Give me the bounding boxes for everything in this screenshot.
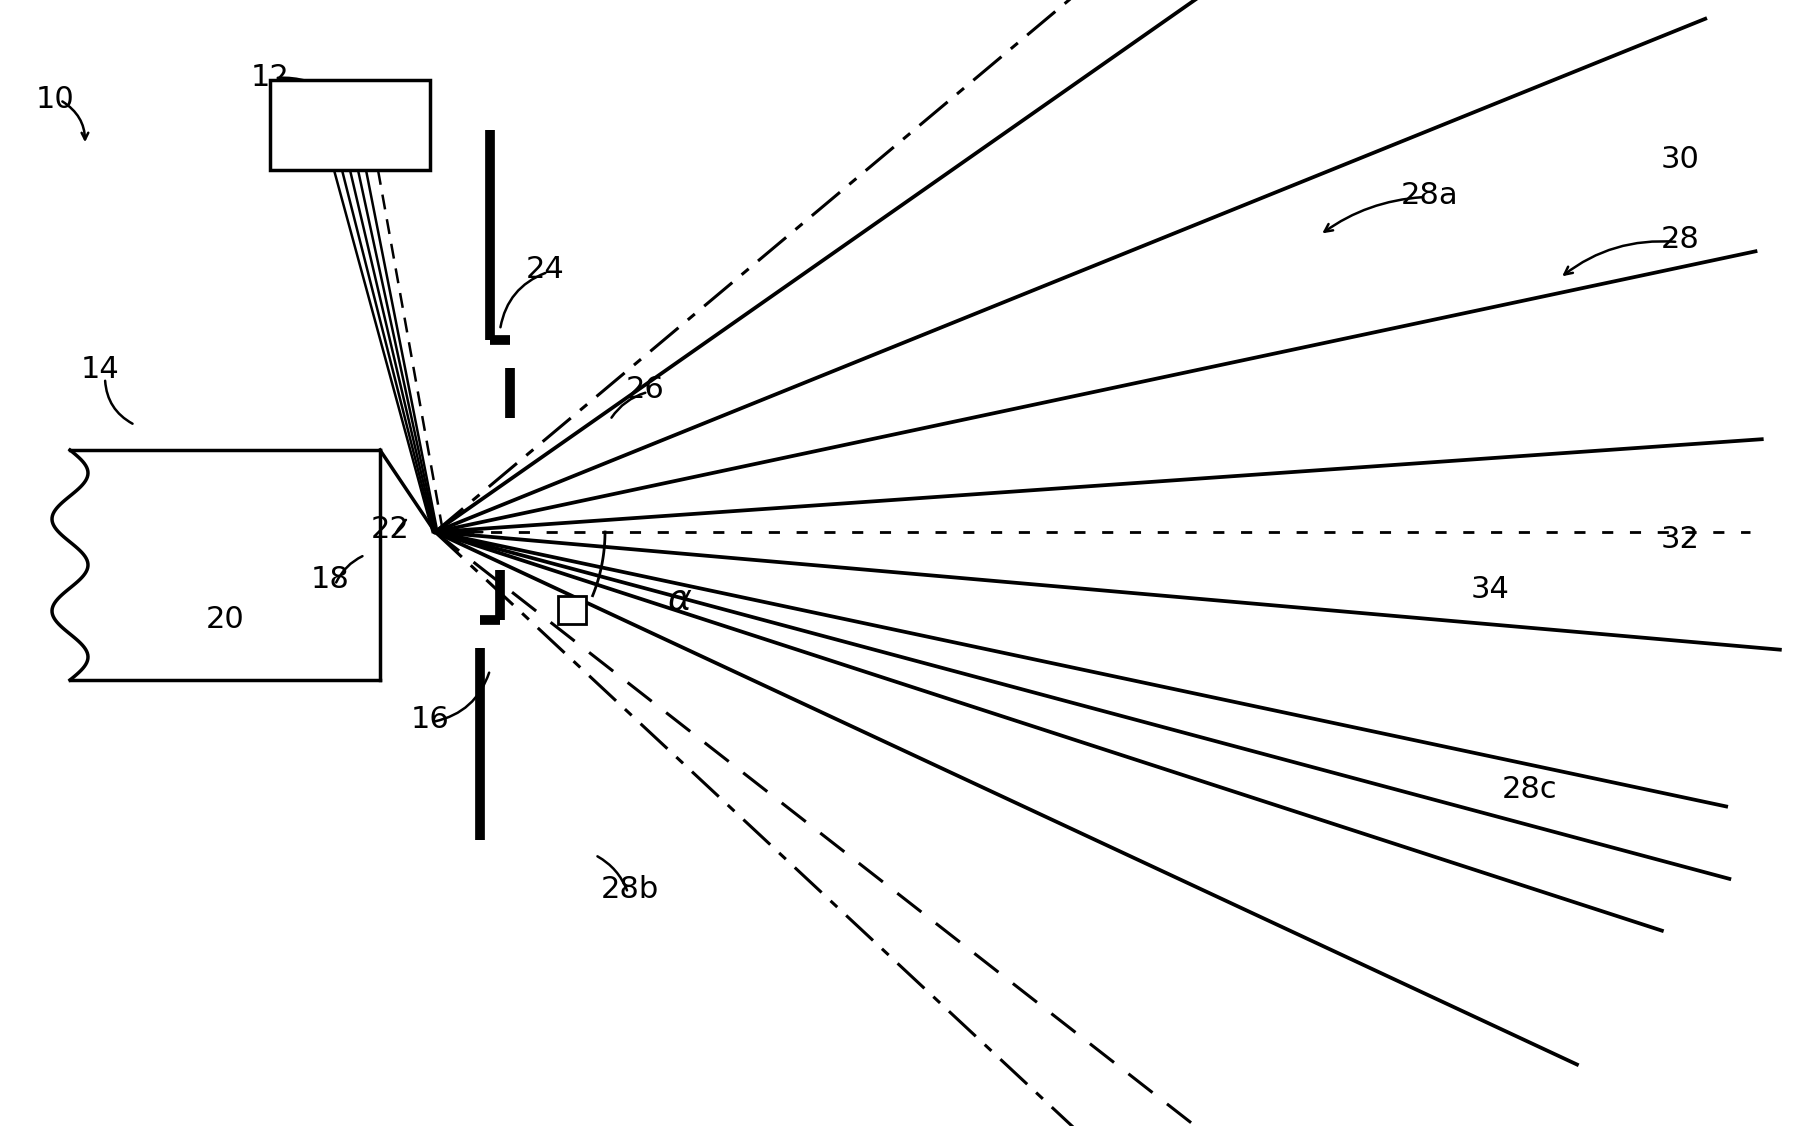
Text: 34: 34 bbox=[1471, 575, 1509, 605]
Text: 28b: 28b bbox=[601, 876, 659, 904]
Bar bbox=[270, 80, 429, 170]
Text: 26: 26 bbox=[625, 375, 665, 404]
Text: 16: 16 bbox=[411, 706, 449, 734]
Text: 32: 32 bbox=[1661, 526, 1699, 554]
Text: 12: 12 bbox=[250, 63, 290, 92]
Text: 14: 14 bbox=[81, 356, 120, 384]
Text: 18: 18 bbox=[310, 565, 350, 595]
Text: 24: 24 bbox=[525, 256, 565, 285]
Text: 20: 20 bbox=[206, 606, 244, 634]
Text: 28: 28 bbox=[1661, 225, 1699, 254]
Text: 28a: 28a bbox=[1402, 180, 1460, 209]
Text: 22: 22 bbox=[371, 516, 409, 545]
Text: α: α bbox=[668, 583, 692, 617]
Text: 30: 30 bbox=[1661, 145, 1699, 175]
Bar bbox=[558, 596, 587, 624]
Text: 28c: 28c bbox=[1501, 776, 1557, 804]
Text: 10: 10 bbox=[36, 86, 74, 115]
